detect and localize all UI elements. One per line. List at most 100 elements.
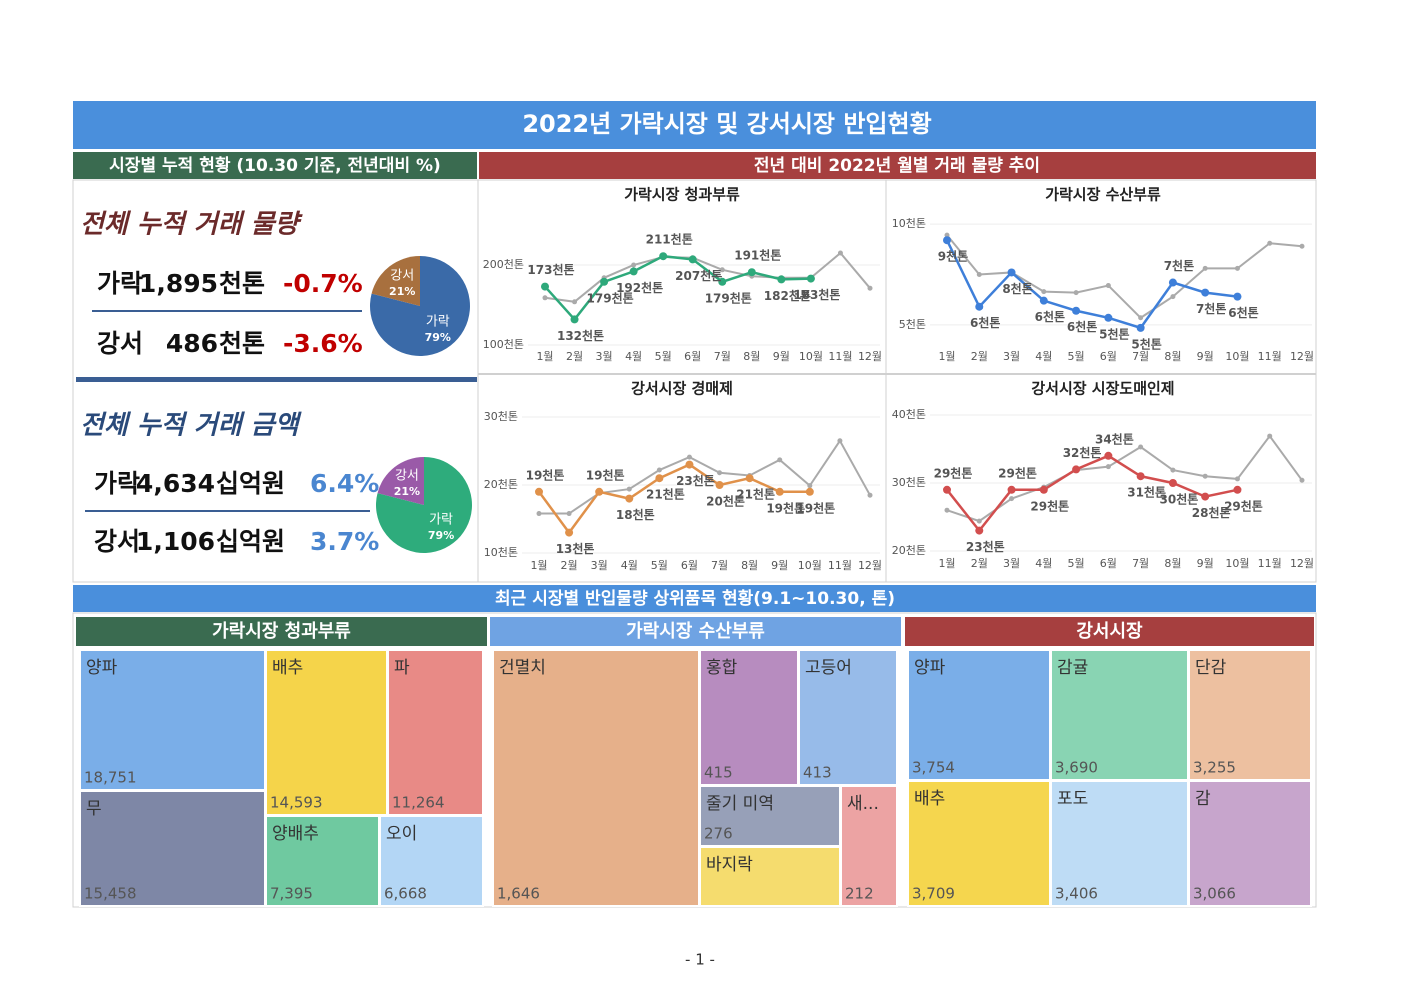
x-tick-label: 5월 xyxy=(1068,350,1085,363)
value-label: 23천톤 xyxy=(676,473,715,488)
tile-value: 3,255 xyxy=(1193,759,1236,777)
point xyxy=(1104,451,1113,460)
tile-label: 배추 xyxy=(272,658,303,678)
point xyxy=(1041,289,1047,295)
x-tick-label: 6월 xyxy=(681,559,698,572)
x-tick-label: 2월 xyxy=(566,350,583,363)
point xyxy=(975,302,984,311)
treemap-header-bar xyxy=(905,617,1314,646)
tile-value: 212 xyxy=(845,885,874,903)
treemap-header-bar xyxy=(76,617,487,646)
value-label: 29천톤 xyxy=(934,465,973,480)
tile-label: 양배추 xyxy=(272,824,319,844)
x-tick-label: 12월 xyxy=(858,350,882,363)
tile-label: 양파 xyxy=(914,658,946,678)
value-label: 6천톤 xyxy=(1035,309,1065,324)
x-tick-label: 10월 xyxy=(1225,350,1249,363)
tile-label: 바지락 xyxy=(706,855,753,875)
value-label: 6천톤 xyxy=(1067,319,1097,334)
point xyxy=(718,277,727,286)
value-label: 9천톤 xyxy=(938,249,968,264)
market: 가락 xyxy=(94,469,140,498)
change: -0.7% xyxy=(283,269,363,298)
point xyxy=(943,485,951,494)
unit: 십억원 xyxy=(216,527,285,556)
x-tick-label: 12월 xyxy=(1290,557,1314,570)
y-tick-label: 20천톤 xyxy=(484,477,518,491)
point xyxy=(1168,479,1177,487)
point xyxy=(1234,476,1240,482)
point xyxy=(685,460,694,469)
point xyxy=(1039,296,1048,305)
value-label: 21천톤 xyxy=(646,487,685,502)
chart-title: 강서시장 시장도매인제 xyxy=(1031,380,1174,398)
x-tick-label: 5월 xyxy=(655,350,672,363)
tile-label: 무 xyxy=(86,799,102,819)
x-tick-label: 11월 xyxy=(1258,557,1282,570)
treemap-title: 가락시장 수산부류 xyxy=(626,621,765,642)
point xyxy=(686,454,692,460)
y-tick-label: 100천톤 xyxy=(483,337,524,351)
point xyxy=(944,507,950,513)
point xyxy=(566,511,572,517)
tile-label: 감 xyxy=(1195,789,1211,809)
summary-header-bar xyxy=(73,152,477,179)
x-tick-label: 7월 xyxy=(1132,557,1149,570)
x-tick-label: 6월 xyxy=(1100,557,1117,570)
point xyxy=(777,275,786,284)
value-label: 31천톤 xyxy=(1127,485,1166,500)
x-tick-label: 11월 xyxy=(1258,350,1282,363)
x-tick-label: 2월 xyxy=(971,557,988,570)
x-tick-label: 9월 xyxy=(773,350,790,363)
x-tick-label: 2월 xyxy=(971,350,988,363)
y-tick-label: 10천톤 xyxy=(892,216,926,230)
x-tick-label: 3월 xyxy=(1003,557,1020,570)
treemap-tile xyxy=(492,649,700,907)
y-tick-label: 5천톤 xyxy=(899,317,926,331)
tile-label: 건멸치 xyxy=(499,658,546,678)
tile-label: 양파 xyxy=(86,658,118,678)
point xyxy=(600,277,609,286)
series-line xyxy=(946,234,1303,320)
value-label: 8천톤 xyxy=(1002,281,1032,296)
value-label: 207천톤 xyxy=(675,268,722,283)
amount-title: 전체 누적 거래 금액 xyxy=(80,411,303,441)
point xyxy=(541,282,549,291)
treemap-tile xyxy=(379,815,484,907)
trend-header: 전년 대비 2022년 월별 거래 물량 추이 xyxy=(754,156,1040,176)
x-tick-label: 11월 xyxy=(828,559,852,572)
point xyxy=(570,315,579,324)
value-label: 19천톤 xyxy=(796,500,835,515)
x-tick-label: 1월 xyxy=(938,557,955,570)
point xyxy=(656,467,662,473)
series-line xyxy=(945,239,1238,330)
value: 4,634 xyxy=(136,469,215,498)
treemap-header-bar xyxy=(490,617,901,646)
series-line xyxy=(946,434,1303,523)
pie-label: 강서 xyxy=(390,269,414,284)
x-tick-label: 3월 xyxy=(1003,350,1020,363)
point xyxy=(976,518,982,524)
series-line xyxy=(946,454,1238,533)
x-tick-label: 4월 xyxy=(625,350,642,363)
value-label: 6천톤 xyxy=(1228,305,1258,320)
value-label: 30천톤 xyxy=(1160,492,1199,507)
value-label: 23천톤 xyxy=(966,539,1005,554)
point xyxy=(535,487,543,496)
x-tick-label: 2월 xyxy=(561,559,578,572)
x-tick-label: 8월 xyxy=(1164,557,1181,570)
y-tick-label: 30천톤 xyxy=(484,409,518,423)
value-label: 13천톤 xyxy=(556,541,595,556)
value-label: 182천톤 xyxy=(764,288,811,303)
value-label: 34천톤 xyxy=(1095,431,1134,446)
panel-frame xyxy=(72,179,1317,583)
point xyxy=(1136,472,1145,481)
value-label: 20천톤 xyxy=(706,494,745,509)
tile-value: 18,751 xyxy=(84,769,137,787)
value-label: 6천톤 xyxy=(970,315,1000,330)
value-label: 173천톤 xyxy=(527,262,574,277)
pie-slice xyxy=(375,457,472,554)
series-line xyxy=(544,254,811,322)
point xyxy=(1138,315,1144,321)
market: 강서 xyxy=(97,329,143,358)
